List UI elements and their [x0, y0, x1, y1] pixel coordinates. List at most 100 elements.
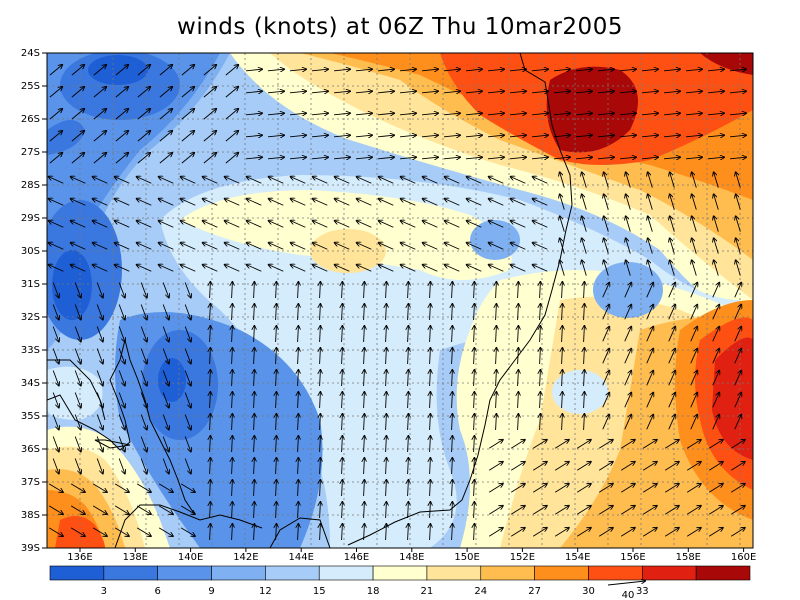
- wind-vector: [408, 304, 409, 321]
- wind-vector: [642, 484, 657, 493]
- wind-vector: [342, 436, 343, 453]
- wind-vector: [386, 480, 387, 497]
- colorbar-swatch: [103, 565, 158, 581]
- wind-vector: [408, 480, 409, 497]
- wind-vector: [690, 415, 697, 430]
- wind-vector: [474, 502, 475, 519]
- map-title: winds (knots) at 06Z Thu 10mar2005: [177, 14, 623, 40]
- wind-vector: [181, 153, 194, 164]
- wind-vector: [254, 326, 255, 343]
- wind-vector: [399, 91, 416, 93]
- wind-vector: [386, 282, 387, 299]
- wind-vectors: [49, 65, 746, 541]
- wind-vector: [663, 135, 680, 137]
- wind-vector: [232, 480, 233, 497]
- wind-vector: [162, 304, 169, 320]
- wind-vector: [386, 392, 387, 409]
- wind-vector: [355, 69, 372, 71]
- wind-vector: [71, 199, 86, 206]
- wind-vector: [646, 327, 653, 342]
- wind-vector: [232, 326, 233, 343]
- wind-vector: [399, 69, 416, 71]
- wind-vector: [648, 238, 653, 254]
- wind-vector: [115, 87, 128, 98]
- wind-vector: [562, 370, 563, 387]
- wind-vector: [377, 69, 394, 71]
- wind-vector: [92, 505, 107, 514]
- wind-vector: [93, 65, 106, 76]
- wind-vector: [203, 65, 216, 76]
- wind-vector: [670, 238, 675, 254]
- wind-vector: [184, 304, 191, 320]
- wind-vector: [496, 414, 497, 431]
- wind-vector: [254, 348, 255, 365]
- wind-vector: [430, 348, 431, 365]
- wind-vector: [320, 326, 321, 343]
- wind-vector: [430, 480, 431, 497]
- wind-vector: [203, 243, 218, 250]
- wind-vector: [320, 282, 321, 299]
- wind-vector: [664, 440, 679, 449]
- lat-label: 34S: [21, 378, 40, 389]
- wind-vector: [313, 177, 328, 184]
- wind-vector: [443, 91, 460, 93]
- colorbar-tick-label: 33: [636, 586, 649, 597]
- wind-vector: [510, 440, 525, 449]
- wind-vector: [232, 414, 233, 431]
- wind-vector: [518, 326, 519, 343]
- wind-vector: [445, 177, 460, 184]
- wind-vector: [162, 370, 169, 386]
- wind-vector: [203, 87, 216, 98]
- wind-vector: [96, 370, 103, 386]
- wind-vector: [232, 370, 233, 387]
- wind-vector: [115, 65, 128, 76]
- wind-vector: [93, 265, 108, 272]
- wind-vector: [714, 172, 719, 188]
- wind-vector: [730, 440, 745, 449]
- wind-vector: [619, 69, 636, 71]
- wind-vector: [52, 458, 59, 474]
- colorbar-swatch: [642, 565, 697, 581]
- wind-vector: [118, 458, 125, 474]
- wind-vector: [533, 199, 548, 206]
- wind-vector: [554, 440, 569, 449]
- wind-vector: [225, 199, 240, 206]
- wind-vector: [423, 265, 438, 272]
- wind-vector: [311, 91, 328, 93]
- wind-vector: [401, 199, 416, 206]
- wind-vector: [533, 265, 548, 272]
- wind-vector: [540, 348, 541, 365]
- wind-vector: [496, 282, 497, 299]
- wind-vector: [71, 243, 86, 250]
- wind-vector: [71, 177, 86, 184]
- wind-vector: [357, 243, 372, 250]
- wind-vector: [298, 392, 299, 409]
- wind-vector: [364, 370, 365, 387]
- colorbar-tick-label: 9: [208, 586, 214, 597]
- lat-label: 36S: [21, 444, 40, 455]
- wind-vector: [619, 113, 636, 115]
- wind-vector: [364, 304, 365, 321]
- wind-vector: [408, 414, 409, 431]
- wind-vector: [604, 194, 609, 210]
- wind-vector: [254, 414, 255, 431]
- wind-vector: [533, 243, 548, 250]
- wind-vector: [510, 528, 525, 537]
- wind-vector: [254, 304, 255, 321]
- lat-label: 32S: [21, 312, 40, 323]
- wind-vector: [452, 524, 453, 541]
- wind-vector: [430, 326, 431, 343]
- wind-vector: [734, 415, 741, 430]
- wind-vector: [668, 371, 675, 386]
- wind-vector: [531, 91, 548, 93]
- wind-vector: [49, 243, 64, 250]
- wind-vector: [379, 199, 394, 206]
- lon-label: 158E: [676, 552, 701, 563]
- wind-vector: [291, 199, 306, 206]
- colorbar-swatch: [211, 565, 266, 581]
- wind-vector: [203, 199, 218, 206]
- wind-vector: [52, 304, 59, 320]
- wind-vector: [531, 69, 548, 71]
- wind-vector: [496, 392, 497, 409]
